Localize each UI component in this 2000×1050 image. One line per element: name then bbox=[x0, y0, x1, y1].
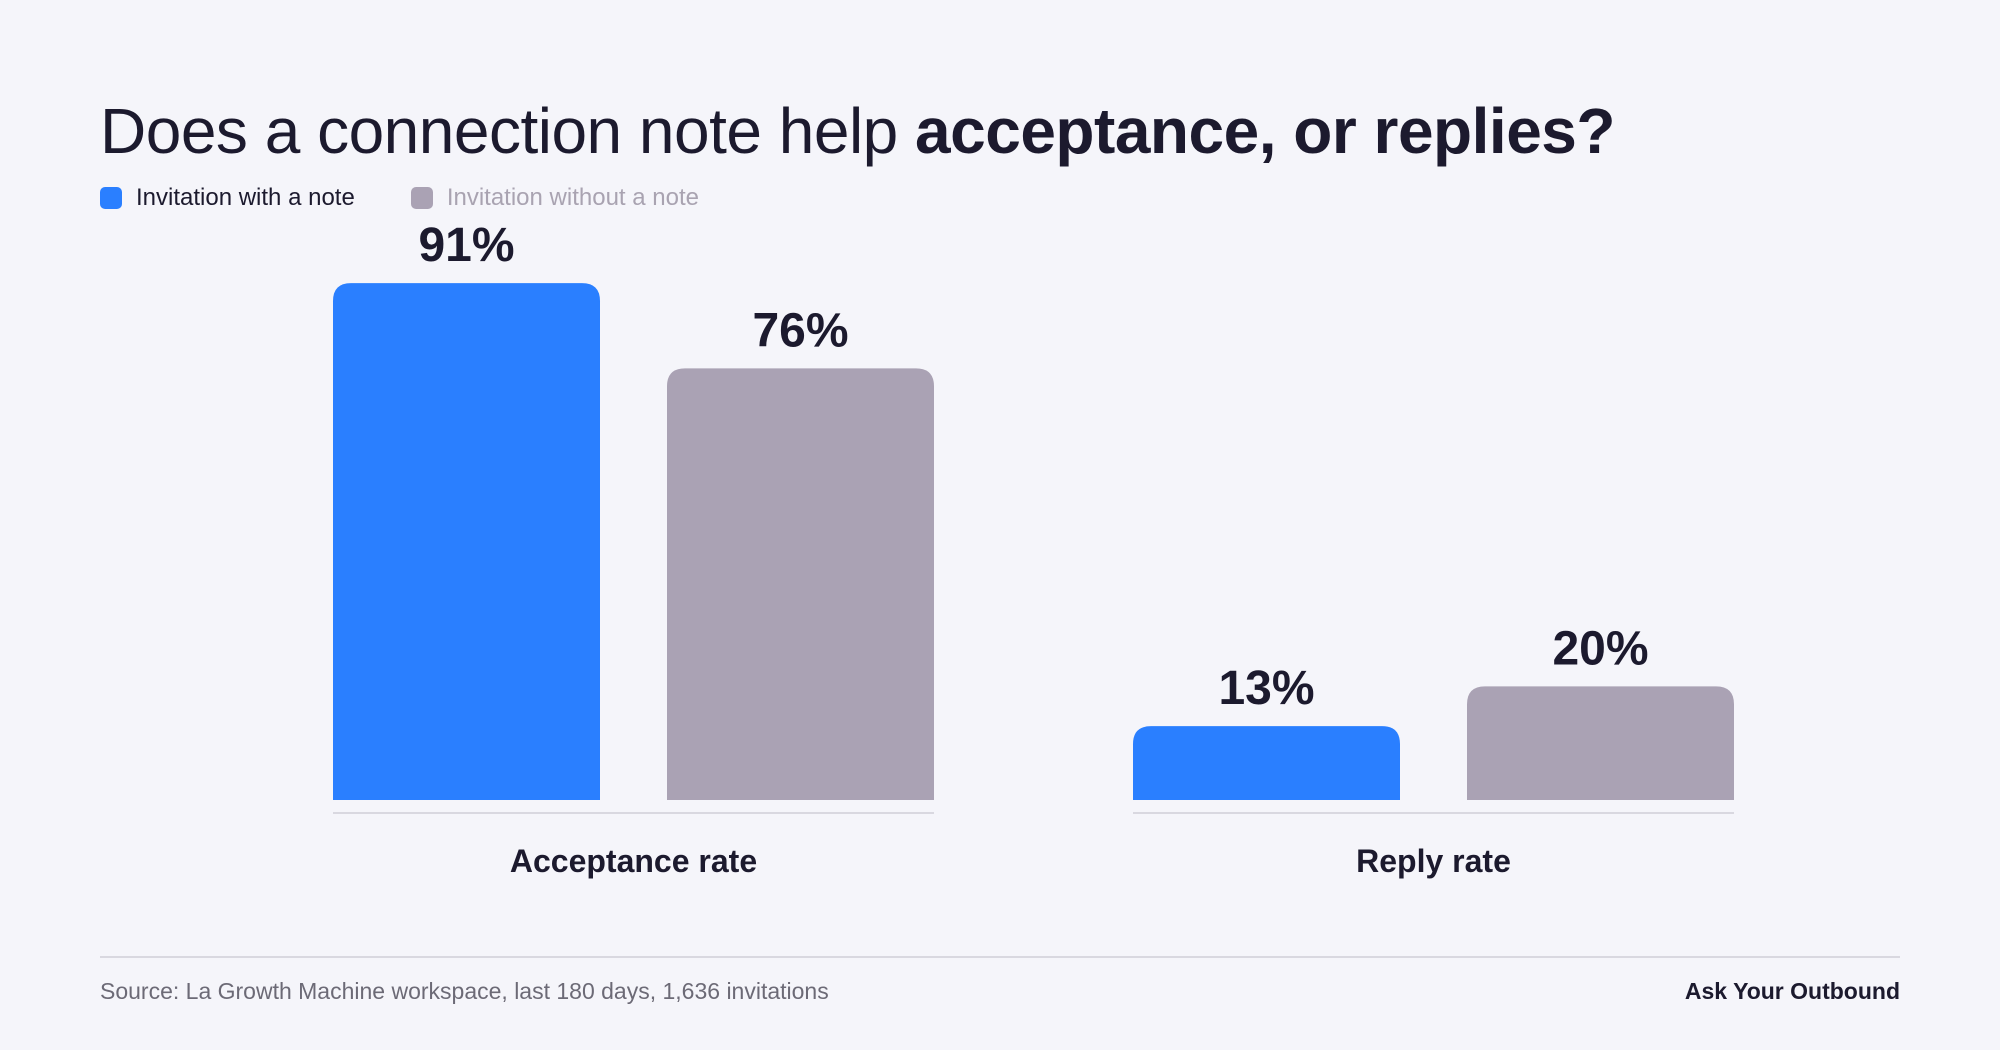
bar-reply-without-note bbox=[1467, 686, 1734, 800]
legend-swatch-without-note bbox=[410, 187, 433, 209]
chart-title-bold: acceptance, or replies? bbox=[915, 95, 1615, 167]
legend-item-without-note: Invitation without a note bbox=[410, 184, 699, 212]
data-label-acceptance-with-note: 91% bbox=[418, 219, 514, 272]
bar-acceptance-with-note bbox=[333, 283, 600, 800]
legend-item-with-note: Invitation with a note bbox=[100, 184, 355, 212]
legend-label-with-note: Invitation with a note bbox=[136, 184, 355, 211]
footer-divider bbox=[100, 956, 1900, 958]
chart-title: Does a connection note help acceptance, … bbox=[100, 92, 1615, 170]
bar-reply-with-note bbox=[1133, 726, 1400, 800]
bar-acceptance-without-note bbox=[667, 368, 934, 800]
source-note: Source: La Growth Machine workspace, las… bbox=[100, 978, 829, 1004]
brand-label: Ask Your Outbound bbox=[1684, 978, 1900, 1004]
legend-label-without-note: Invitation without a note bbox=[446, 184, 699, 211]
category-label-reply: Reply rate bbox=[1356, 843, 1511, 879]
chart-title-regular: Does a connection note help bbox=[100, 95, 916, 167]
category-baseline bbox=[333, 812, 934, 814]
data-label-acceptance-without-note: 76% bbox=[752, 304, 848, 357]
data-label-reply-with-note: 13% bbox=[1218, 662, 1314, 715]
data-label-reply-without-note: 20% bbox=[1552, 622, 1648, 675]
category-baseline bbox=[1133, 812, 1734, 814]
category-label-acceptance: Acceptance rate bbox=[510, 843, 757, 879]
chart-legend: Invitation with a note Invitation withou… bbox=[100, 184, 699, 212]
legend-swatch-with-note bbox=[100, 187, 122, 209]
